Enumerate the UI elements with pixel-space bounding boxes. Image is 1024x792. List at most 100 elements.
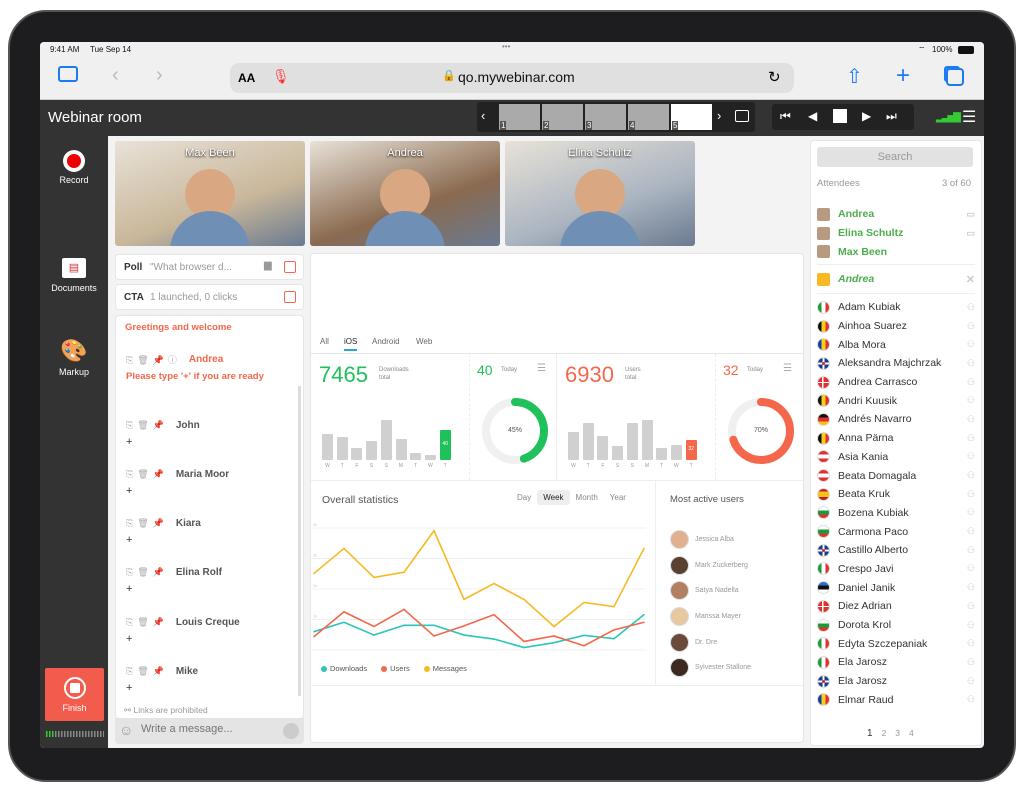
bug-icon[interactable]: ⚇: [966, 582, 975, 593]
page-link[interactable]: 2: [881, 728, 887, 738]
bug-icon[interactable]: ⚇: [966, 694, 975, 705]
period-day[interactable]: Day: [517, 493, 532, 502]
page-link[interactable]: 4: [909, 728, 914, 738]
attendee-row[interactable]: Crespo Javi ⚇: [811, 560, 981, 579]
attendee-row[interactable]: Adam Kubiak ⚇: [811, 298, 981, 317]
active-user[interactable]: Dr. Dre: [670, 629, 751, 655]
attendee-row[interactable]: Ainhoa Suarez ⚇: [811, 317, 981, 336]
active-user[interactable]: Sylvester Stallone: [670, 655, 751, 681]
active-user[interactable]: Satya Nadella: [670, 578, 751, 604]
close-icon[interactable]: ✕: [965, 273, 975, 286]
video-tile[interactable]: Andrea: [310, 141, 500, 246]
attendee-row[interactable]: Andri Kuusik ⚇: [811, 391, 981, 410]
attendee-row[interactable]: Elmar Raud ⚇: [811, 690, 981, 709]
invite-row[interactable]: Andrea ✕: [811, 270, 981, 289]
active-user[interactable]: Marissa Mayer: [670, 604, 751, 630]
tab-android[interactable]: Android: [372, 337, 400, 346]
attendee-row[interactable]: Andrea Carrasco ⚇: [811, 373, 981, 392]
slide-thumbnail[interactable]: 4: [628, 104, 669, 130]
sidebar-toggle-icon[interactable]: [58, 66, 78, 82]
slides-prev-icon[interactable]: ‹: [481, 108, 486, 123]
share-icon[interactable]: ⇧: [846, 66, 863, 88]
attendee-row[interactable]: Beata Kruk ⚇: [811, 485, 981, 504]
bug-icon[interactable]: ⚇: [966, 600, 975, 611]
attendee-row[interactable]: Ela Jarosz ⚇: [811, 672, 981, 691]
attendee-row[interactable]: Asia Kania ⚇: [811, 448, 981, 467]
previous-icon[interactable]: ◀: [808, 109, 818, 123]
bug-icon[interactable]: ⚇: [966, 320, 975, 331]
bug-icon[interactable]: ⚇: [966, 656, 975, 667]
attendee-row[interactable]: Edyta Szczepaniak ⚇: [811, 634, 981, 653]
video-tile[interactable]: Elina Schultz: [505, 141, 695, 246]
tab-all[interactable]: All: [320, 337, 329, 346]
message-actions-icon[interactable]: ⎘🗑📌: [126, 566, 168, 577]
bug-icon[interactable]: ⚇: [966, 357, 975, 368]
active-user[interactable]: Mark Zuckerberg: [670, 553, 751, 579]
message-actions-icon[interactable]: ⎘🗑📌: [126, 468, 168, 479]
attendee-row[interactable]: Alba Mora ⚇: [811, 335, 981, 354]
stop-icon[interactable]: [833, 109, 847, 123]
reload-icon[interactable]: ↻: [768, 69, 781, 86]
presenter-row[interactable]: Elina Schultz ▭: [811, 224, 981, 243]
page-link[interactable]: 1: [867, 728, 873, 739]
image-icon[interactable]: [735, 110, 749, 122]
attendee-row[interactable]: Carmona Paco ⚇: [811, 522, 981, 541]
chat-scrollbar[interactable]: [298, 386, 301, 696]
new-tab-icon[interactable]: +: [896, 62, 911, 89]
documents-button[interactable]: ▤ Documents: [40, 258, 108, 293]
slides-next-icon[interactable]: ›: [717, 108, 722, 123]
slide-thumbnail[interactable]: 5: [671, 104, 712, 130]
period-month[interactable]: Month: [575, 493, 598, 502]
tab-ios[interactable]: iOS: [344, 337, 358, 351]
tabs-icon[interactable]: [946, 68, 964, 86]
bug-icon[interactable]: ⚇: [966, 339, 975, 350]
emoji-icon[interactable]: ☺: [119, 722, 134, 738]
screen-icon[interactable]: ▭: [966, 208, 975, 219]
bug-icon[interactable]: ⚇: [966, 451, 975, 462]
attendee-row[interactable]: Aleksandra Majchrzak ⚇: [811, 354, 981, 373]
bug-icon[interactable]: ⚇: [966, 470, 975, 481]
back-icon[interactable]: ‹: [112, 64, 119, 86]
record-button[interactable]: Record: [40, 150, 108, 185]
send-icon[interactable]: [283, 723, 299, 739]
period-week[interactable]: Week: [537, 490, 570, 505]
message-actions-icon[interactable]: ⎘🗑📌: [126, 665, 168, 676]
search-input[interactable]: Search: [817, 147, 973, 167]
slide-thumbnail[interactable]: 3: [585, 104, 626, 130]
bug-icon[interactable]: ⚇: [966, 563, 975, 574]
card-menu-icon[interactable]: ☰: [537, 363, 546, 374]
poll-checkbox[interactable]: [284, 261, 296, 273]
attendee-row[interactable]: Dorota Krol ⚇: [811, 616, 981, 635]
forward-icon[interactable]: ›: [156, 64, 163, 86]
slide-thumbnail[interactable]: 1: [499, 104, 540, 130]
message-actions-icon[interactable]: ⎘🗑📌: [126, 616, 168, 627]
attendee-row[interactable]: Bozena Kubiak ⚇: [811, 504, 981, 523]
bug-icon[interactable]: ⚇: [966, 413, 975, 424]
slide-thumbnail[interactable]: 2: [542, 104, 583, 130]
attendee-row[interactable]: Diez Adrian ⚇: [811, 597, 981, 616]
bug-icon[interactable]: ⚇: [966, 488, 975, 499]
bug-icon[interactable]: ⚇: [966, 432, 975, 443]
bug-icon[interactable]: ⚇: [966, 395, 975, 406]
next-icon[interactable]: ▶: [862, 109, 872, 123]
card-menu-icon[interactable]: ☰: [783, 363, 792, 374]
bug-icon[interactable]: ⚇: [966, 301, 975, 312]
poll-row[interactable]: Poll "What browser d... ▆: [115, 254, 304, 280]
finish-button[interactable]: Finish: [45, 668, 104, 721]
page-link[interactable]: 3: [895, 728, 901, 738]
url-text[interactable]: qo.mywebinar.com: [458, 69, 575, 85]
presenter-row[interactable]: Max Been: [811, 242, 981, 261]
menu-icon[interactable]: ☰: [962, 109, 977, 126]
bug-icon[interactable]: ⚇: [966, 507, 975, 518]
period-year[interactable]: Year: [609, 493, 626, 502]
cta-checkbox[interactable]: [284, 291, 296, 303]
markup-button[interactable]: 🎨 Markup: [40, 338, 108, 377]
video-tile[interactable]: Max Been: [115, 141, 305, 246]
attendee-row[interactable]: Ela Jarosz ⚇: [811, 653, 981, 672]
text-size-button[interactable]: AA: [238, 71, 256, 85]
bug-icon[interactable]: ⚇: [966, 544, 975, 555]
multitask-dots-icon[interactable]: •••: [502, 42, 511, 51]
tab-web[interactable]: Web: [416, 337, 433, 346]
address-bar[interactable]: AA 🎙 🔒 qo.mywebinar.com ↻: [230, 63, 794, 93]
attendee-row[interactable]: Andrés Navarro ⚇: [811, 410, 981, 429]
